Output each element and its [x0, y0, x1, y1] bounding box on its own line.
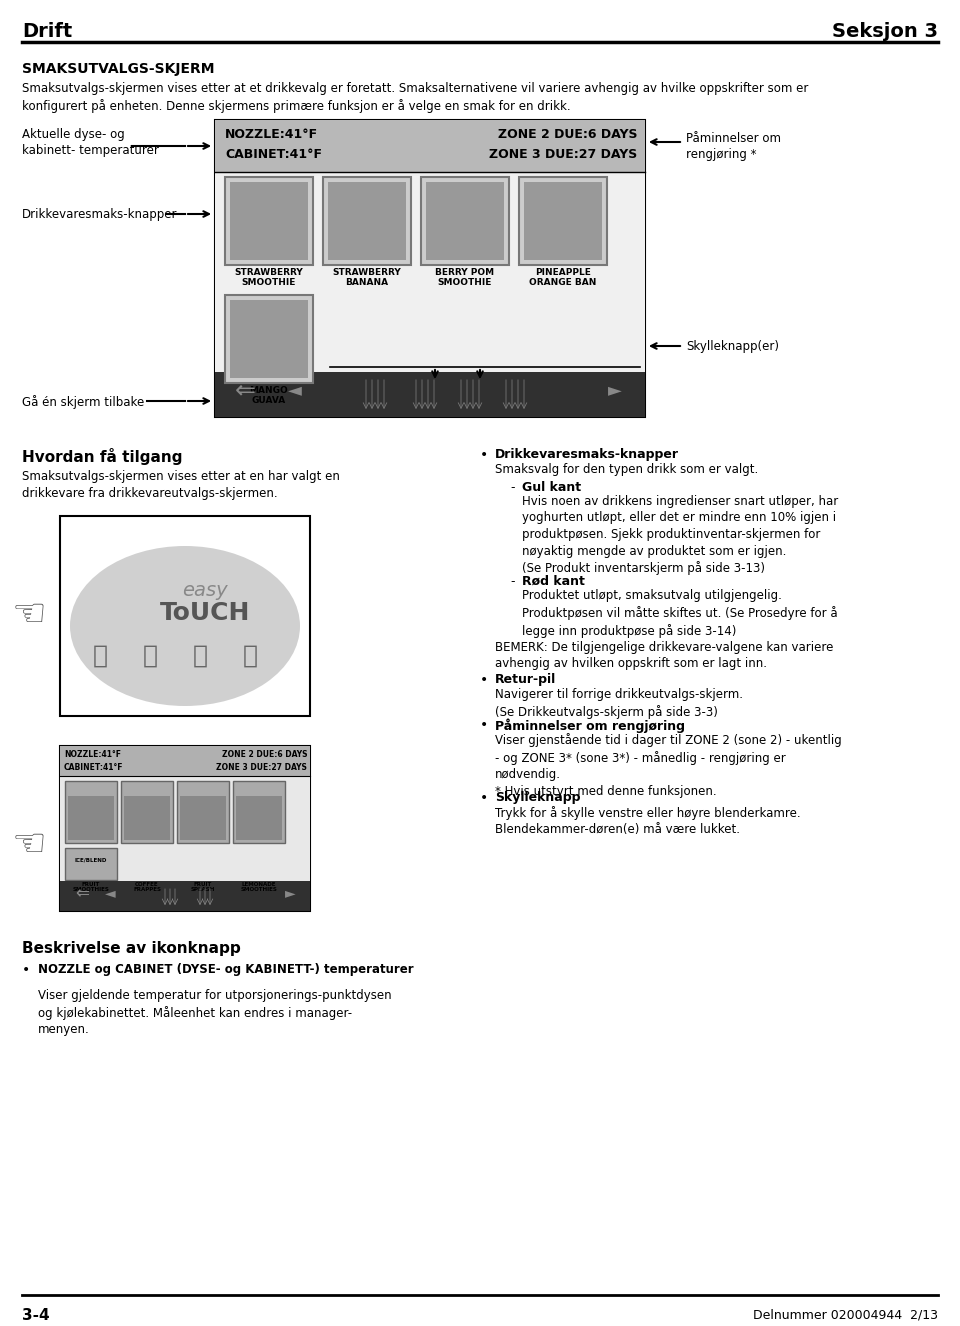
Bar [233, 781, 285, 843]
Text: easy: easy [182, 581, 228, 599]
Bar [230, 300, 308, 378]
Bar [60, 776, 310, 880]
Bar [328, 182, 406, 260]
Text: -: - [510, 481, 515, 495]
Text: Rød kant: Rød kant [522, 575, 585, 587]
Text: •: • [480, 717, 489, 732]
Text: Gå én skjerm tilbake: Gå én skjerm tilbake [22, 395, 144, 408]
Text: ►: ► [608, 381, 622, 399]
Text: Smaksutvalgs-skjermen vises etter at et drikkevalg er foretatt. Smaksalternative: Smaksutvalgs-skjermen vises etter at et … [22, 82, 808, 113]
Text: Skylleknapp: Skylleknapp [495, 792, 581, 804]
Text: Drikkevaresmaks-knapper: Drikkevaresmaks-knapper [22, 208, 178, 221]
Text: •: • [480, 674, 489, 687]
Text: BEMERK: De tilgjengelige drikkevare-valgene kan variere
avhengig av hvilken opps: BEMERK: De tilgjengelige drikkevare-valg… [495, 640, 833, 671]
Text: Viser gjenstående tid i dager til ZONE 2 (sone 2) - ukentlig
- og ZONE 3* (sone : Viser gjenstående tid i dager til ZONE 2… [495, 733, 842, 798]
Text: Hvordan få tilgang: Hvordan få tilgang [22, 448, 182, 465]
Text: ZONE 2 DUE:6 DAYS: ZONE 2 DUE:6 DAYS [222, 751, 307, 758]
Bar [65, 781, 117, 843]
Bar [65, 849, 117, 880]
Text: COFFEE
FRAPPES: COFFEE FRAPPES [133, 882, 161, 892]
Bar [180, 796, 226, 839]
Bar [60, 880, 310, 911]
Text: ◄: ◄ [288, 381, 302, 399]
Bar [121, 781, 173, 843]
Text: Drift: Drift [22, 23, 72, 41]
Bar [215, 119, 645, 172]
Text: 👤: 👤 [142, 644, 157, 668]
Text: ZONE 2 DUE:6 DAYS: ZONE 2 DUE:6 DAYS [497, 129, 637, 141]
Text: Drikkevaresmaks-knapper: Drikkevaresmaks-knapper [495, 448, 679, 461]
Text: 🍺: 🍺 [193, 644, 207, 668]
Bar [323, 176, 411, 265]
Bar [519, 176, 607, 265]
Text: SMAKSUTVALGS-SKJERM: SMAKSUTVALGS-SKJERM [22, 62, 214, 76]
Text: ⇐: ⇐ [234, 378, 255, 402]
Bar [124, 796, 170, 839]
Text: BERRY POM
SMOOTHIE: BERRY POM SMOOTHIE [436, 268, 494, 288]
Text: ICE/BLEND: ICE/BLEND [75, 858, 108, 863]
Text: NOZZLE og CABINET (DYSE- og KABINETT-) temperaturer: NOZZLE og CABINET (DYSE- og KABINETT-) t… [38, 963, 414, 976]
Bar [68, 796, 114, 839]
Text: ◄: ◄ [105, 886, 115, 900]
Bar [421, 176, 509, 265]
Text: ToUCH: ToUCH [159, 601, 251, 625]
Text: CABINET:41°F: CABINET:41°F [225, 149, 322, 160]
Text: Beskrivelse av ikonknapp: Beskrivelse av ikonknapp [22, 941, 241, 956]
Bar [225, 176, 313, 265]
Text: ✋: ✋ [243, 644, 257, 668]
Text: Gul kant: Gul kant [522, 481, 581, 495]
Bar [236, 796, 282, 839]
Text: Påminnelser om
rengjøring *: Påminnelser om rengjøring * [686, 133, 781, 160]
Text: Navigerer til forrige drikkeutvalgs-skjerm.
(Se Drikkeutvalgs-skjerm på side 3-3: Navigerer til forrige drikkeutvalgs-skje… [495, 688, 743, 719]
Text: ☜: ☜ [12, 826, 47, 865]
Bar [60, 516, 310, 716]
Bar [215, 172, 645, 373]
Text: NOZZLE:41°F: NOZZLE:41°F [225, 129, 318, 141]
Text: 📖: 📖 [92, 644, 108, 668]
Text: NOZZLE:41°F: NOZZLE:41°F [64, 751, 121, 758]
Text: CABINET:41°F: CABINET:41°F [64, 762, 124, 772]
Text: ZONE 3 DUE:27 DAYS: ZONE 3 DUE:27 DAYS [489, 149, 637, 160]
Text: PINEAPPLE
ORANGE BAN: PINEAPPLE ORANGE BAN [529, 268, 597, 288]
Bar [215, 119, 645, 416]
Text: •: • [480, 448, 489, 461]
Text: Hvis noen av drikkens ingredienser snart utløper, har
yoghurten utløpt, eller de: Hvis noen av drikkens ingredienser snart… [522, 495, 838, 575]
Text: ►: ► [285, 886, 296, 900]
Text: Delnummer 020004944  2/13: Delnummer 020004944 2/13 [753, 1307, 938, 1321]
Text: Seksjon 3: Seksjon 3 [832, 23, 938, 41]
Text: Skylleknapp(er): Skylleknapp(er) [686, 339, 779, 353]
Text: Aktuelle dyse- og
kabinett- temperaturer: Aktuelle dyse- og kabinett- temperaturer [22, 129, 158, 156]
Text: -: - [510, 575, 515, 587]
Text: FRUIT
SMOOTHIES: FRUIT SMOOTHIES [73, 882, 109, 892]
Text: STRAWBERRY
BANANA: STRAWBERRY BANANA [332, 268, 401, 288]
Bar [177, 781, 229, 843]
Bar [60, 747, 310, 911]
Bar [60, 747, 310, 776]
Text: Smaksvalg for den typen drikk som er valgt.: Smaksvalg for den typen drikk som er val… [495, 463, 758, 476]
Text: ☜: ☜ [12, 595, 47, 634]
Bar [215, 373, 645, 416]
Text: Produktet utløpt, smaksutvalg utilgjengelig.
Produktpøsen vil måtte skiftes ut. : Produktet utløpt, smaksutvalg utilgjenge… [522, 589, 838, 638]
Text: LEMONADE
SMOOTHIES: LEMONADE SMOOTHIES [241, 882, 277, 892]
Text: •: • [22, 963, 31, 977]
Text: Trykk for å skylle venstre eller høyre blenderkamre.
Blendekammer-døren(e) må væ: Trykk for å skylle venstre eller høyre b… [495, 806, 801, 837]
Text: MANGO
GUAVA: MANGO GUAVA [250, 386, 288, 406]
Ellipse shape [70, 546, 300, 705]
Text: ⇐: ⇐ [75, 884, 89, 902]
Bar [524, 182, 602, 260]
Text: 3-4: 3-4 [22, 1307, 50, 1323]
Text: Smaksutvalgs-skjermen vises etter at en har valgt en
drikkevare fra drikkevareut: Smaksutvalgs-skjermen vises etter at en … [22, 469, 340, 500]
Text: Viser gjeldende temperatur for utporsjonerings-punktdysen
og kjølekabinettet. Må: Viser gjeldende temperatur for utporsjon… [38, 989, 392, 1037]
Text: Påminnelser om rengjøring: Påminnelser om rengjøring [495, 717, 685, 732]
Text: •: • [480, 792, 489, 805]
Bar [225, 294, 313, 383]
Text: ZONE 3 DUE:27 DAYS: ZONE 3 DUE:27 DAYS [216, 762, 307, 772]
Text: STRAWBERRY
SMOOTHIE: STRAWBERRY SMOOTHIE [234, 268, 303, 288]
Bar [230, 182, 308, 260]
Bar [426, 182, 504, 260]
Text: FRUIT
SPLASH: FRUIT SPLASH [191, 882, 215, 892]
Text: Retur-pil: Retur-pil [495, 674, 556, 686]
